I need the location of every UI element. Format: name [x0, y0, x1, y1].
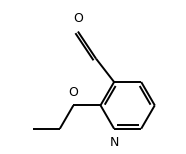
Text: O: O: [73, 12, 83, 25]
Text: O: O: [68, 86, 78, 99]
Text: N: N: [109, 136, 119, 149]
